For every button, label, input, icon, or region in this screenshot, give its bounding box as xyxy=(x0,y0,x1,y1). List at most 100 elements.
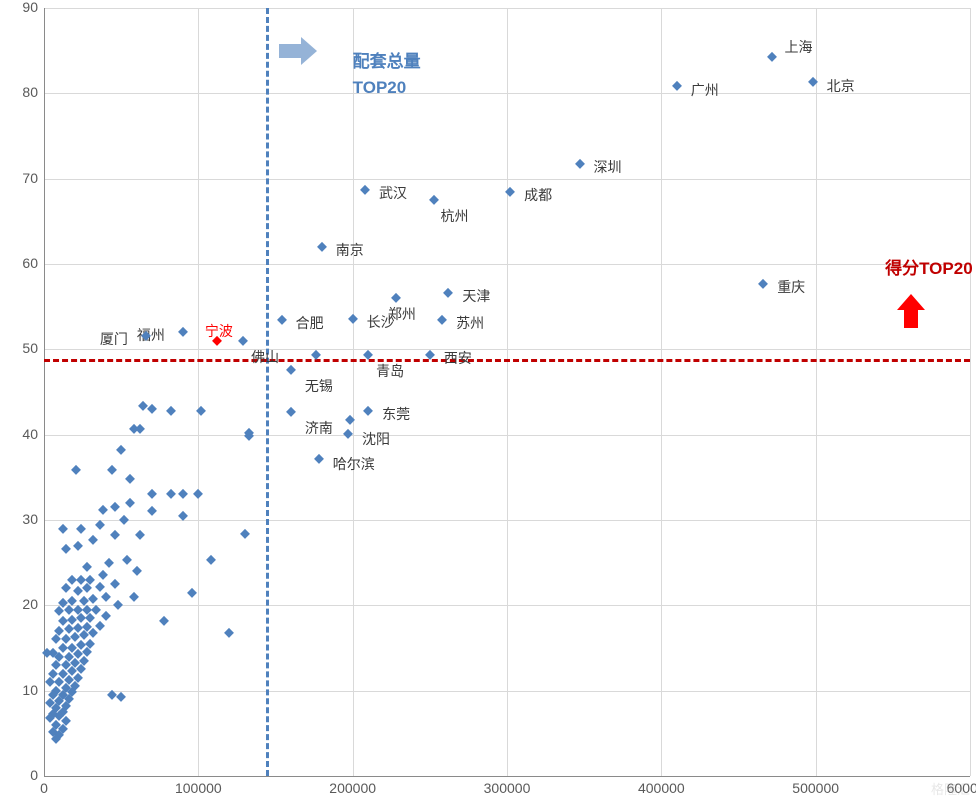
y-tick-label: 50 xyxy=(22,340,38,356)
x-tick-label: 500000 xyxy=(792,780,839,796)
data-point xyxy=(348,314,358,324)
point-label: 天津 xyxy=(462,286,490,306)
data-point xyxy=(574,159,584,169)
data-point xyxy=(51,634,61,644)
y-tick-label: 70 xyxy=(22,170,38,186)
arrow-icon xyxy=(279,44,302,58)
data-point xyxy=(61,583,71,593)
data-point xyxy=(113,600,123,610)
data-point xyxy=(128,592,138,602)
data-point xyxy=(437,315,447,325)
data-point xyxy=(363,406,373,416)
data-point xyxy=(70,632,80,642)
data-point xyxy=(147,489,157,499)
ref-line-vertical xyxy=(266,8,269,776)
data-point xyxy=(193,489,203,499)
data-point xyxy=(110,579,120,589)
point-label: 武汉 xyxy=(379,183,407,203)
gridline-v xyxy=(198,8,199,776)
data-point xyxy=(116,692,126,702)
y-tick-label: 40 xyxy=(22,426,38,442)
data-point xyxy=(178,327,188,337)
data-point xyxy=(76,523,86,533)
y-tick-label: 90 xyxy=(22,0,38,15)
data-point xyxy=(206,555,216,565)
data-point xyxy=(343,429,353,439)
watermark: 格隆汇 xyxy=(931,779,970,798)
y-tick-label: 0 xyxy=(30,767,38,783)
data-point xyxy=(360,185,370,195)
data-point xyxy=(76,575,86,585)
point-label: 合肥 xyxy=(296,313,324,333)
y-tick-label: 10 xyxy=(22,682,38,698)
data-point xyxy=(94,520,104,530)
data-point xyxy=(767,52,777,62)
point-label: 沈阳 xyxy=(362,429,390,449)
data-point xyxy=(104,558,114,568)
data-point xyxy=(122,555,132,565)
y-tick-label: 80 xyxy=(22,84,38,100)
data-point xyxy=(94,621,104,631)
data-point xyxy=(135,530,145,540)
data-point xyxy=(240,529,250,539)
data-point xyxy=(147,404,157,414)
data-point xyxy=(125,474,135,484)
data-point xyxy=(238,336,248,346)
gridline-v xyxy=(507,8,508,776)
data-point xyxy=(101,610,111,620)
y-axis xyxy=(44,8,45,776)
arrow-icon xyxy=(301,37,317,65)
data-point xyxy=(391,293,401,303)
y-tick-label: 20 xyxy=(22,596,38,612)
data-point xyxy=(286,365,296,375)
point-label: 厦门 xyxy=(100,329,128,349)
data-point xyxy=(73,541,83,551)
data-point xyxy=(88,535,98,545)
data-point xyxy=(178,489,188,499)
data-point xyxy=(82,583,92,593)
point-label: 长沙 xyxy=(367,312,395,332)
data-point xyxy=(101,592,111,602)
data-point xyxy=(67,575,77,585)
data-point xyxy=(110,502,120,512)
point-label: 北京 xyxy=(827,76,855,96)
data-point xyxy=(159,616,169,626)
data-point xyxy=(224,628,234,638)
data-point xyxy=(116,445,126,455)
point-label: 成都 xyxy=(524,185,552,205)
point-label: 济南 xyxy=(305,418,333,438)
point-label: 无锡 xyxy=(305,376,333,396)
data-point xyxy=(165,406,175,416)
data-point xyxy=(61,544,71,554)
point-label: 上海 xyxy=(784,37,812,57)
data-point xyxy=(71,465,81,475)
gridline-v xyxy=(661,8,662,776)
point-label: 杭州 xyxy=(440,206,468,226)
data-point xyxy=(672,81,682,91)
point-label: 南京 xyxy=(336,240,364,260)
ref-line-horizontal xyxy=(44,359,970,362)
highlight-label: 宁波 xyxy=(205,321,233,341)
data-point xyxy=(119,515,129,525)
point-label: 深圳 xyxy=(594,157,622,177)
gridline-v xyxy=(353,8,354,776)
data-point xyxy=(98,570,108,580)
x-tick-label: 0 xyxy=(40,780,48,796)
data-point xyxy=(88,594,98,604)
data-point xyxy=(82,562,92,572)
x-tick-label: 100000 xyxy=(175,780,222,796)
data-point xyxy=(165,489,175,499)
y-tick-label: 30 xyxy=(22,511,38,527)
gridline-v xyxy=(816,8,817,776)
data-point xyxy=(57,523,67,533)
scatter-chart: 0102030405060708090010000020000030000040… xyxy=(0,0,976,800)
data-point xyxy=(57,616,67,626)
annotation-top20-score: 得分TOP20 xyxy=(885,254,973,279)
y-tick-label: 60 xyxy=(22,255,38,271)
arrow-icon xyxy=(897,294,925,310)
data-point xyxy=(125,498,135,508)
x-axis xyxy=(44,776,970,777)
point-label: 哈尔滨 xyxy=(333,454,375,474)
data-point xyxy=(277,315,287,325)
data-point xyxy=(132,566,142,576)
